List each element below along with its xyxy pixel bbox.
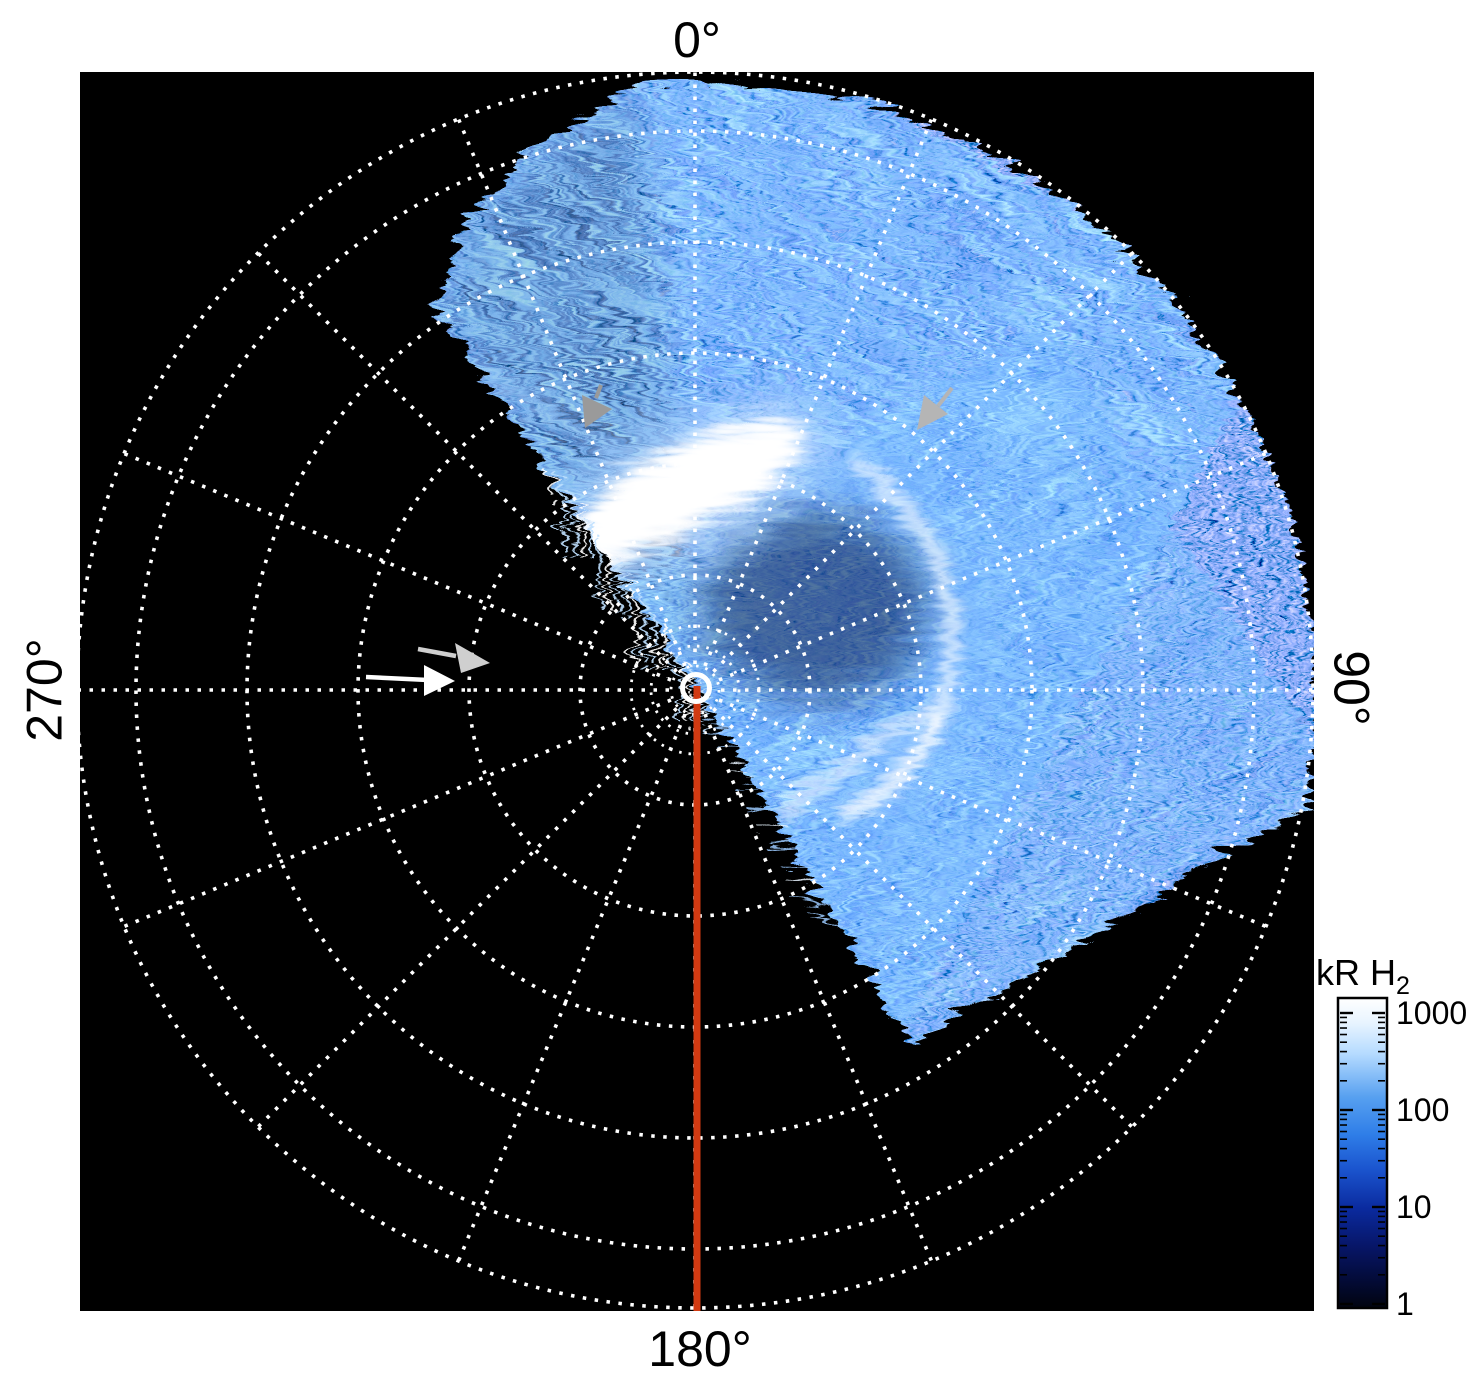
colorbar-ticks <box>1340 1011 1385 1306</box>
gray-arrow-a-head <box>582 395 612 428</box>
lightgray-arrow-head <box>455 643 490 673</box>
gray-arrow-a-shaft <box>594 384 603 399</box>
polar-grid <box>80 72 1314 1310</box>
angle-label-180: 180° <box>648 1321 751 1377</box>
aurora-image <box>430 75 1311 1036</box>
colorbar-title-main: kR H <box>1316 952 1396 993</box>
gray-arrow-b-shaft <box>936 386 954 408</box>
needle-fringe-vertical <box>547 461 700 723</box>
angle-label-90: 90° <box>1324 650 1380 726</box>
auroral-arc-bottom <box>830 704 940 814</box>
colorbar-title: kR H2 <box>1316 952 1410 1000</box>
lightgray-arrow-shaft <box>417 646 457 659</box>
angle-label-270: 270° <box>17 638 73 741</box>
colorbar: kR H2 1000 100 10 1 <box>1316 952 1467 1322</box>
auroral-streak-bottom <box>770 695 930 811</box>
colorbar-title-subscript: 2 <box>1396 972 1410 1000</box>
gray-arrow-b-head <box>917 395 948 430</box>
angle-label-0: 0° <box>673 12 721 68</box>
white-arrow-head <box>424 665 455 696</box>
auroral-arc-right <box>843 451 953 722</box>
colorbar-gradient-bar <box>1336 996 1389 1310</box>
white-arrow-shaft <box>365 674 429 683</box>
pole-marker-ring <box>680 672 712 704</box>
colorbar-tick-label-1: 1 <box>1396 1286 1414 1322</box>
colorbar-tick-label-10: 10 <box>1396 1189 1432 1225</box>
colorbar-tick-label-100: 100 <box>1396 1092 1449 1128</box>
colorbar-tick-label-1000: 1000 <box>1396 995 1467 1031</box>
annotation-arrows <box>365 384 954 696</box>
